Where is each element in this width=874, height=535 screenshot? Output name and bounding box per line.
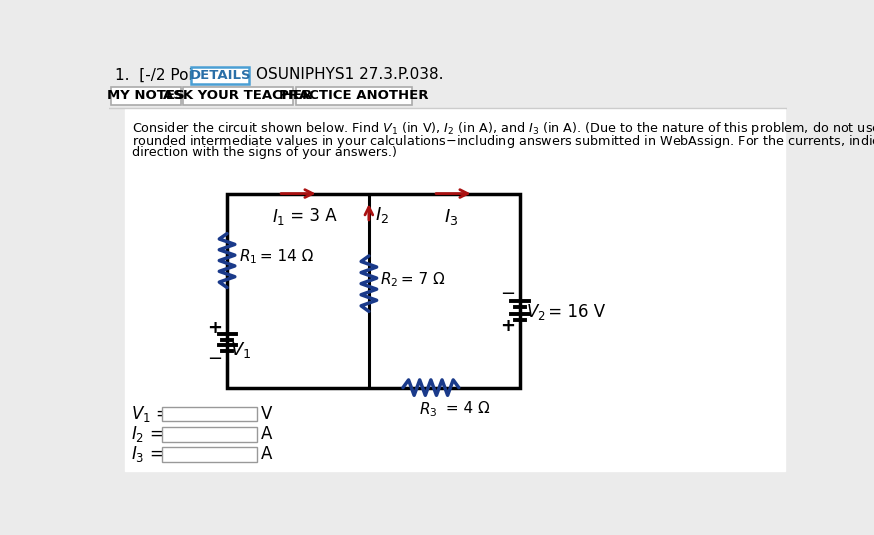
Text: direction with the signs of your answers.): direction with the signs of your answers… (133, 146, 398, 159)
Text: +: + (500, 317, 515, 335)
Text: DETAILS: DETAILS (190, 69, 251, 82)
FancyBboxPatch shape (111, 87, 181, 105)
Text: $R_2$: $R_2$ (379, 271, 398, 289)
Text: $I_3$: $I_3$ (444, 207, 458, 227)
Text: rounded intermediate values in your calculations$-$including answers submitted i: rounded intermediate values in your calc… (133, 133, 874, 150)
Bar (162, 407, 256, 422)
Text: 1.  [-/2 Points]: 1. [-/2 Points] (115, 67, 223, 82)
Text: −: − (207, 350, 222, 368)
Text: −: − (500, 286, 515, 303)
Bar (162, 447, 256, 462)
Text: $V_2$: $V_2$ (526, 302, 546, 322)
Bar (162, 427, 256, 441)
Text: $I_2$ = =: $I_2$ = = (131, 424, 183, 444)
Text: $V_1$ = =: $V_1$ = = (131, 404, 189, 424)
Text: = 7 Ω: = 7 Ω (396, 272, 445, 287)
Text: MY NOTES: MY NOTES (107, 89, 184, 102)
Text: PRACTICE ANOTHER: PRACTICE ANOTHER (280, 89, 429, 102)
Text: $V_1$: $V_1$ (230, 340, 252, 360)
Text: A: A (261, 445, 273, 463)
Bar (227, 194, 520, 387)
Text: $I_2$: $I_2$ (375, 205, 389, 225)
Text: Consider the circuit shown below. Find $V_1$ (in V), $I_2$ (in A), and $I_3$ (in: Consider the circuit shown below. Find $… (133, 120, 874, 136)
Text: V: V (261, 405, 273, 423)
Text: OSUNIPHYS1 27.3.P.038.: OSUNIPHYS1 27.3.P.038. (256, 67, 444, 82)
Text: ASK YOUR TEACHER: ASK YOUR TEACHER (163, 89, 313, 102)
Text: $R_1$: $R_1$ (239, 247, 257, 266)
Text: A: A (261, 425, 273, 443)
Text: = 14 Ω: = 14 Ω (255, 249, 313, 264)
Text: $I_1$: $I_1$ (272, 207, 285, 227)
Text: = 4 Ω: = 4 Ω (441, 401, 489, 416)
FancyBboxPatch shape (296, 87, 413, 105)
Text: = 3 A: = 3 A (285, 207, 336, 225)
Text: = 16 V: = 16 V (544, 303, 606, 321)
Text: $R_3$: $R_3$ (419, 401, 437, 419)
FancyBboxPatch shape (191, 66, 249, 84)
FancyBboxPatch shape (183, 87, 293, 105)
Bar (125, 109, 785, 471)
Text: +: + (207, 319, 222, 337)
Text: $I_3$ = =: $I_3$ = = (131, 444, 183, 464)
